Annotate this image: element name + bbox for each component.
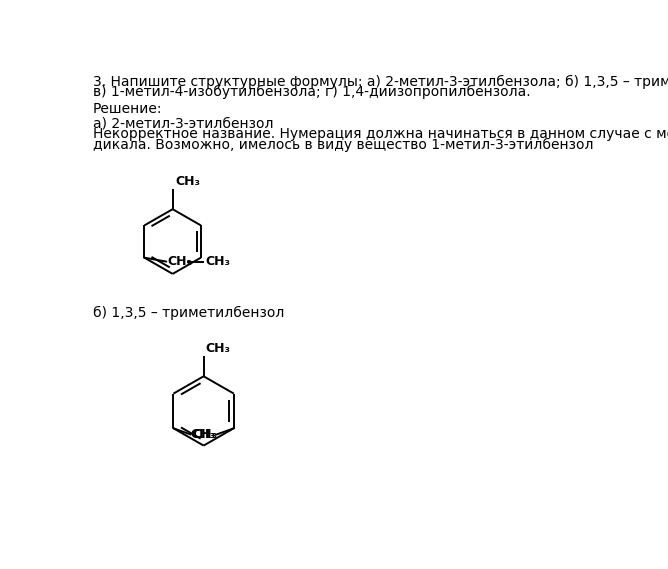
Text: Некорректное название. Нумерация должна начинаться в данном случае с метильного : Некорректное название. Нумерация должна … xyxy=(93,127,668,141)
Text: CH₃: CH₃ xyxy=(205,343,230,356)
Text: а) 2-метил-3-этилбензол: а) 2-метил-3-этилбензол xyxy=(93,116,273,130)
Text: CH₂: CH₂ xyxy=(168,255,192,268)
Text: в) 1-метил-4-изобутилбензола; г) 1,4-диизопропилбензола.: в) 1-метил-4-изобутилбензола; г) 1,4-дии… xyxy=(93,85,530,100)
Text: дикала. Возможно, имелось в виду вещество 1-метил-3-этилбензол: дикала. Возможно, имелось в виду веществ… xyxy=(93,138,593,152)
Text: CH₃: CH₃ xyxy=(175,175,200,188)
Text: б) 1,3,5 – триметилбензол: б) 1,3,5 – триметилбензол xyxy=(93,306,284,320)
Text: CH₃: CH₃ xyxy=(192,428,217,441)
Text: CH₃: CH₃ xyxy=(190,428,215,441)
Text: Решение:: Решение: xyxy=(93,102,162,116)
Text: 3. Напишите структурные формулы: а) 2-метил-3-этилбензола; б) 1,3,5 – триметилбе: 3. Напишите структурные формулы: а) 2-ме… xyxy=(93,75,668,89)
Text: CH₃: CH₃ xyxy=(205,255,230,268)
